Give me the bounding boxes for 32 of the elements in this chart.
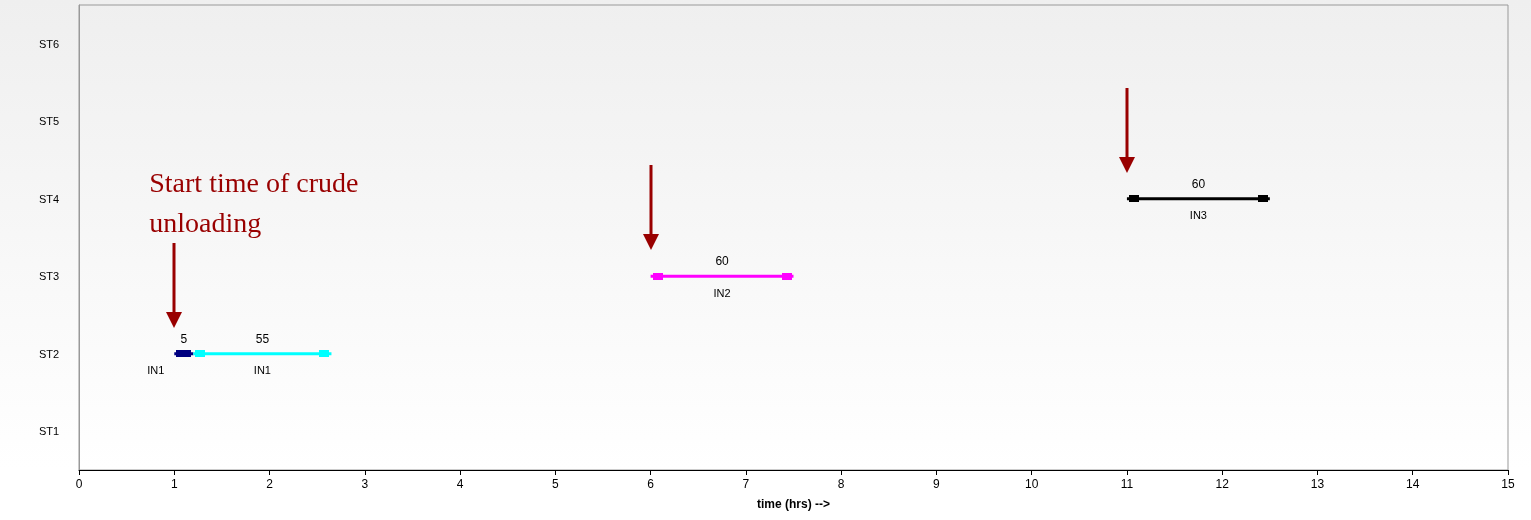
x-tick-label: 6	[647, 477, 655, 491]
y-tick-label: ST5	[39, 115, 60, 128]
x-axis-title: time (hrs) -->	[756, 497, 831, 511]
x-tick-label: 8	[837, 477, 845, 491]
y-tick-label: ST2	[39, 347, 60, 360]
x-tick-label: 7	[742, 477, 750, 491]
annotation: 5	[180, 331, 188, 346]
x-tick-label: 10	[1024, 477, 1039, 491]
series-label: IN1	[253, 364, 271, 377]
y-tick-label: ST3	[39, 270, 60, 283]
series-label: IN3	[1189, 209, 1207, 222]
x-tick-label: 3	[361, 477, 369, 491]
x-tick-label: 15	[1501, 477, 1515, 491]
series-label: IN2	[713, 286, 731, 299]
x-tick-label: 9	[933, 477, 941, 491]
x-tick-label: 1	[170, 477, 178, 491]
x-tick-label: 5	[551, 477, 559, 491]
x-tick-label: 0	[75, 477, 83, 491]
annotation: 55	[255, 331, 270, 346]
series-label: IN1	[147, 364, 165, 377]
x-tick-label: 2	[266, 477, 274, 491]
x-tick-label: 11	[1120, 477, 1134, 491]
annotation: 60	[1191, 176, 1206, 191]
y-tick-label: ST1	[39, 425, 60, 438]
annotation: 60	[715, 254, 730, 269]
y-tick-label: ST4	[39, 192, 60, 205]
annotation: Start time of crude unloading	[149, 165, 360, 240]
x-tick-label: 12	[1215, 477, 1230, 491]
y-tick-label: ST6	[39, 37, 60, 50]
x-tick-label: 4	[456, 477, 464, 491]
x-tick-label: 13	[1310, 477, 1325, 491]
x-tick-label: 14	[1406, 477, 1420, 491]
